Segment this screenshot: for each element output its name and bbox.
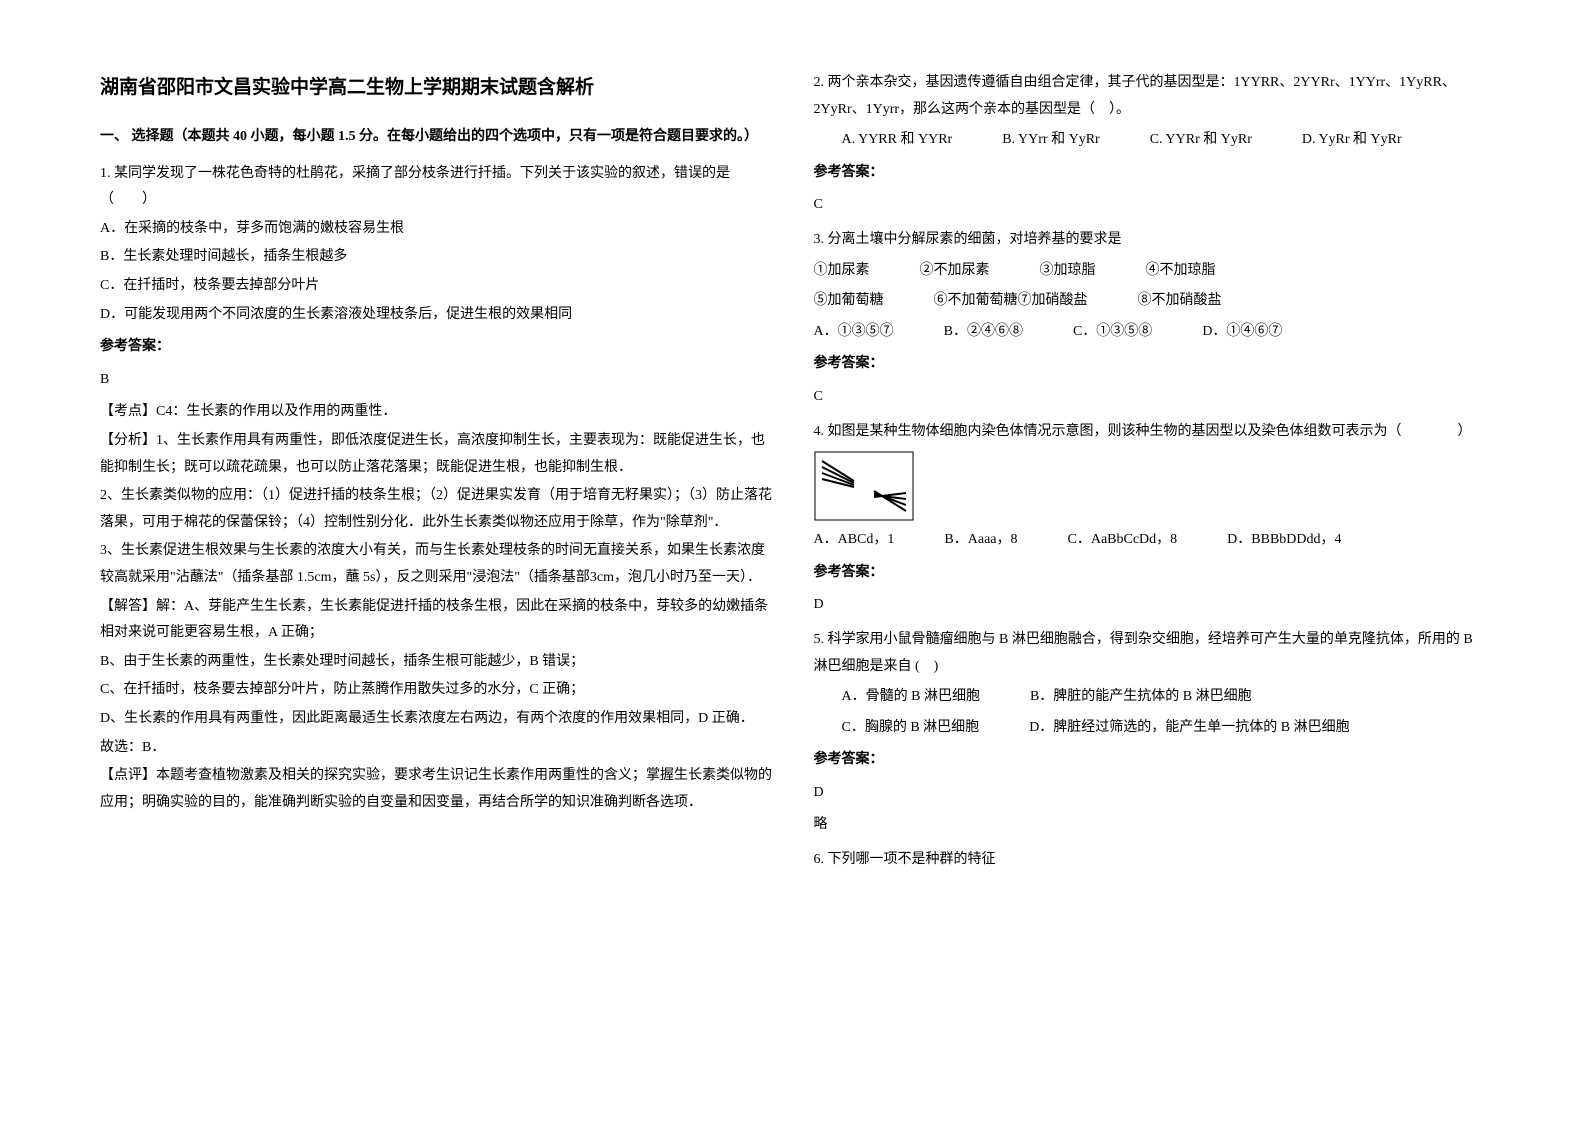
- q3-r1-3: ③加琼脂: [1040, 258, 1096, 285]
- q5-optC: C．胸腺的 B 淋巴细胞: [842, 715, 980, 742]
- q2-answer: C: [814, 192, 1488, 219]
- q5-stem: 5. 科学家用小鼠骨髓瘤细胞与 B 淋巴细胞融合，得到杂交细胞，经培养可产生大量…: [814, 627, 1488, 680]
- q2-answer-label: 参考答案：: [814, 160, 1488, 187]
- q3-optC: C．①③⑤⑧: [1073, 319, 1152, 346]
- q5-options-row2: C．胸腺的 B 淋巴细胞 D．脾脏经过筛选的，能产生单一抗体的 B 淋巴细胞: [814, 715, 1488, 742]
- document-title: 湖南省邵阳市文昌实验中学高二生物上学期期末试题含解析: [100, 70, 774, 106]
- q3-options: A．①③⑤⑦ B．②④⑥⑧ C．①③⑤⑧ D．①④⑥⑦: [814, 319, 1488, 346]
- q3-answer-label: 参考答案：: [814, 351, 1488, 378]
- q5-skip: 略: [814, 812, 1488, 839]
- q1-exp3: 2、生长素类似物的应用：（1）促进扦插的枝条生根；（2）促进果实发育（用于培育无…: [100, 483, 774, 536]
- q1-exp2: 【分析】1、生长素作用具有两重性，即低浓度促进生长，高浓度抑制生长，主要表现为：…: [100, 428, 774, 481]
- q1-optA: A．在采摘的枝条中，芽多而饱满的嫩枝容易生根: [100, 216, 774, 243]
- q5-optB: B．脾脏的能产生抗体的 B 淋巴细胞: [1030, 684, 1252, 711]
- chromosome-diagram: [814, 451, 1488, 521]
- q3-answer: C: [814, 384, 1488, 411]
- q1-solC: C、在扦插时，枝条要去掉部分叶片，防止蒸腾作用散失过多的水分，C 正确；: [100, 677, 774, 704]
- q2-optD: D. YyRr 和 YyRr: [1302, 127, 1402, 154]
- q4-stem: 4. 如图是某种生物体细胞内染色体情况示意图，则该种生物的基因型以及染色体组数可…: [814, 419, 1488, 446]
- q6-stem: 6. 下列哪一项不是种群的特征: [814, 847, 1488, 874]
- question-6: 6. 下列哪一项不是种群的特征: [814, 847, 1488, 874]
- q5-optD: D．脾脏经过筛选的，能产生单一抗体的 B 淋巴细胞: [1029, 715, 1349, 742]
- q4-optB: B．Aaaa，8: [944, 527, 1017, 554]
- right-column: 2. 两个亲本杂交，基因遗传遵循自由组合定律，其子代的基因型是：1YYRR、2Y…: [814, 70, 1488, 1052]
- q1-optC: C．在扦插时，枝条要去掉部分叶片: [100, 273, 774, 300]
- q4-answer: D: [814, 592, 1488, 619]
- q5-optA: A．骨髓的 B 淋巴细胞: [842, 684, 980, 711]
- q1-exp1: 【考点】C4：生长素的作用以及作用的两重性．: [100, 399, 774, 426]
- q2-options: A. YYRR 和 YYRr B. YYrr 和 YyRr C. YYRr 和 …: [814, 127, 1488, 154]
- q1-solB: B、由于生长素的两重性，生长素处理时间越长，插条生根可能越少，B 错误；: [100, 649, 774, 676]
- q3-r1-2: ②不加尿素: [920, 258, 990, 285]
- q1-answer: B: [100, 367, 774, 394]
- q4-optD: D．BBBbDDdd，4: [1227, 527, 1341, 554]
- q3-r2-3: ⑧不加硝酸盐: [1138, 288, 1222, 315]
- q3-optB: B．②④⑥⑧: [944, 319, 1023, 346]
- question-4: 4. 如图是某种生物体细胞内染色体情况示意图，则该种生物的基因型以及染色体组数可…: [814, 419, 1488, 619]
- q3-row1: ①加尿素 ②不加尿素 ③加琼脂 ④不加琼脂: [814, 258, 1488, 285]
- q4-optA: A．ABCd，1: [814, 527, 895, 554]
- q3-row2: ⑤加葡萄糖 ⑥不加葡萄糖⑦加硝酸盐 ⑧不加硝酸盐: [814, 288, 1488, 315]
- q1-optB: B．生长素处理时间越长，插条生根越多: [100, 244, 774, 271]
- q1-answer-label: 参考答案：: [100, 334, 774, 361]
- section-header: 一、 选择题（本题共 40 小题，每小题 1.5 分。在每小题给出的四个选项中，…: [100, 124, 774, 151]
- q1-exp4: 3、生长素促进生根效果与生长素的浓度大小有关，而与生长素处理枝条的时间无直接关系…: [100, 538, 774, 591]
- q5-options-row1: A．骨髓的 B 淋巴细胞 B．脾脏的能产生抗体的 B 淋巴细胞: [814, 684, 1488, 711]
- q3-optD: D．①④⑥⑦: [1202, 319, 1282, 346]
- q2-optA: A. YYRR 和 YYRr: [842, 127, 953, 154]
- q3-r2-1: ⑤加葡萄糖: [814, 288, 884, 315]
- question-3: 3. 分离土壤中分解尿素的细菌，对培养基的要求是 ①加尿素 ②不加尿素 ③加琼脂…: [814, 227, 1488, 411]
- q3-optA: A．①③⑤⑦: [814, 319, 894, 346]
- q4-answer-label: 参考答案：: [814, 560, 1488, 587]
- question-5: 5. 科学家用小鼠骨髓瘤细胞与 B 淋巴细胞融合，得到杂交细胞，经培养可产生大量…: [814, 627, 1488, 839]
- q3-r1-1: ①加尿素: [814, 258, 870, 285]
- q3-r1-4: ④不加琼脂: [1146, 258, 1216, 285]
- question-1: 1. 某同学发现了一株花色奇特的杜鹃花，采摘了部分枝条进行扦插。下列关于该实验的…: [100, 161, 774, 817]
- q1-solA: 【解答】解：A、芽能产生生长素，生长素能促进扦插的枝条生根，因此在采摘的枝条中，…: [100, 594, 774, 647]
- q1-stem: 1. 某同学发现了一株花色奇特的杜鹃花，采摘了部分枝条进行扦插。下列关于该实验的…: [100, 161, 774, 214]
- q1-solD: D、生长素的作用具有两重性，因此距离最适生长素浓度左右两边，有两个浓度的作用效果…: [100, 706, 774, 733]
- q5-answer-label: 参考答案：: [814, 747, 1488, 774]
- left-column: 湖南省邵阳市文昌实验中学高二生物上学期期末试题含解析 一、 选择题（本题共 40…: [100, 70, 774, 1052]
- question-2: 2. 两个亲本杂交，基因遗传遵循自由组合定律，其子代的基因型是：1YYRR、2Y…: [814, 70, 1488, 219]
- q2-optC: C. YYRr 和 YyRr: [1150, 127, 1252, 154]
- q2-stem: 2. 两个亲本杂交，基因遗传遵循自由组合定律，其子代的基因型是：1YYRR、2Y…: [814, 70, 1488, 123]
- q4-options: A．ABCd，1 B．Aaaa，8 C．AaBbCcDd，8 D．BBBbDDd…: [814, 527, 1488, 554]
- q3-stem: 3. 分离土壤中分解尿素的细菌，对培养基的要求是: [814, 227, 1488, 254]
- q2-optB: B. YYrr 和 YyRr: [1002, 127, 1099, 154]
- q1-pick: 故选：B．: [100, 735, 774, 762]
- q3-r2-2: ⑥不加葡萄糖⑦加硝酸盐: [934, 288, 1088, 315]
- q5-answer: D: [814, 780, 1488, 807]
- q1-comment: 【点评】本题考查植物激素及相关的探究实验，要求考生识记生长素作用两重性的含义；掌…: [100, 763, 774, 816]
- q4-optC: C．AaBbCcDd，8: [1068, 527, 1178, 554]
- q1-optD: D．可能发现用两个不同浓度的生长素溶液处理枝条后，促进生根的效果相同: [100, 302, 774, 329]
